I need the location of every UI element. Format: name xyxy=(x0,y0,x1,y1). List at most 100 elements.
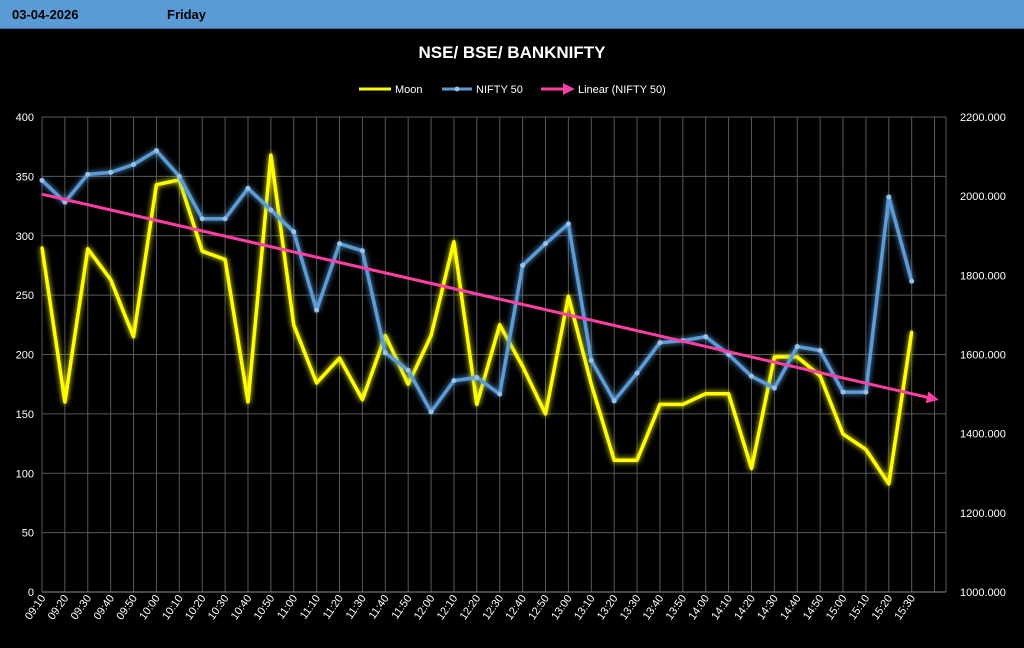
left-tick-label: 50 xyxy=(22,528,34,540)
moon-point xyxy=(315,381,319,385)
left-tick-label: 300 xyxy=(16,231,34,243)
nifty50-point xyxy=(520,262,526,268)
x-tick-label: 10:50 xyxy=(252,593,278,622)
x-tick-label: 10:20 xyxy=(183,593,209,622)
nifty50-point xyxy=(863,389,869,395)
moon-point xyxy=(704,392,708,396)
right-tick-label: 2000.000 xyxy=(960,191,1006,203)
moon-point xyxy=(864,448,868,451)
right-tick-label: 1000.000 xyxy=(960,587,1006,599)
x-axis: 09:1009:2009:3009:4009:5010:0010:1010:20… xyxy=(23,591,946,622)
chart-gridlines xyxy=(41,116,947,593)
x-tick-label: 14:50 xyxy=(801,593,827,622)
series-moon xyxy=(40,153,914,486)
x-tick-label: 12:10 xyxy=(435,593,461,622)
x-tick-label: 14:10 xyxy=(709,593,735,622)
nifty50-point xyxy=(108,169,114,175)
moon-point xyxy=(887,482,891,486)
x-tick-label: 14:40 xyxy=(778,593,804,622)
moon-point xyxy=(338,356,342,360)
nifty50-point xyxy=(588,357,594,363)
moon-point xyxy=(681,402,685,406)
x-tick-label: 13:10 xyxy=(572,593,598,622)
moon-point xyxy=(795,355,799,359)
nifty50-point xyxy=(382,350,388,356)
moon-point xyxy=(635,458,639,462)
moon-point xyxy=(63,400,67,404)
right-tick-label: 1600.000 xyxy=(960,350,1006,362)
left-tick-label: 150 xyxy=(16,409,34,421)
moon-point xyxy=(429,334,433,337)
right-y-axis: 1000.000 1200.000 1400.000 1600.000 1800.000… xyxy=(960,112,1006,599)
nifty50-point xyxy=(657,340,663,346)
nifty50-point xyxy=(337,241,343,247)
moon-point xyxy=(223,258,227,261)
x-tick-label: 09:10 xyxy=(23,593,49,622)
x-tick-label: 11:40 xyxy=(367,593,392,622)
nifty50-point xyxy=(451,378,457,384)
x-tick-label: 13:00 xyxy=(549,593,575,622)
x-tick-label: 11:50 xyxy=(389,593,414,622)
nifty50-point xyxy=(245,185,251,191)
moon-point xyxy=(658,402,662,406)
series-linear-nifty50 xyxy=(41,192,939,404)
x-tick-label: 10:30 xyxy=(206,593,232,622)
left-tick-label: 100 xyxy=(16,468,34,480)
date-label: 03-04-2026 xyxy=(12,7,79,22)
x-tick-label: 09:20 xyxy=(46,593,72,622)
legend-item-nifty50: NIFTY 50 xyxy=(442,84,523,96)
day-label: Friday xyxy=(167,7,207,22)
moon-point xyxy=(360,398,364,402)
moon-point xyxy=(406,382,410,386)
series-nifty50 xyxy=(39,148,915,415)
nifty50-point xyxy=(222,216,228,222)
x-tick-label: 11:20 xyxy=(321,593,346,622)
moon-point xyxy=(727,392,731,396)
x-tick-label: 09:50 xyxy=(114,593,140,622)
x-tick-label: 11:30 xyxy=(344,593,369,622)
moon-point xyxy=(521,364,525,368)
nifty50-point xyxy=(565,221,571,227)
right-tick-label: 2200.000 xyxy=(960,112,1006,124)
moon-point xyxy=(40,246,44,250)
nifty50-point xyxy=(817,348,823,354)
x-tick-label: 15:00 xyxy=(824,593,850,622)
line-chart: NSE/ BSE/ BANKNIFTY Moon NIFTY 50 Linear… xyxy=(16,43,1006,622)
legend-label-linear: Linear (NIFTY 50) xyxy=(578,84,666,96)
nifty50-point xyxy=(39,177,45,183)
nifty50-point xyxy=(794,344,800,350)
legend-item-moon: Moon xyxy=(359,84,423,96)
nifty50-point xyxy=(428,409,434,415)
date-header-bar: 03-04-2026 Friday xyxy=(0,0,1024,29)
moon-point xyxy=(749,467,753,470)
x-tick-label: 13:40 xyxy=(641,593,667,622)
moon-point xyxy=(910,330,914,334)
moon-point xyxy=(452,240,456,244)
nifty50-point xyxy=(634,370,640,376)
x-tick-label: 14:30 xyxy=(755,593,781,622)
chart-title: NSE/ BSE/ BANKNIFTY xyxy=(418,43,606,62)
left-tick-label: 350 xyxy=(16,171,34,183)
moon-point xyxy=(566,294,570,298)
nifty50-point xyxy=(886,194,892,200)
x-tick-label: 11:10 xyxy=(298,593,323,622)
nifty50-point xyxy=(748,373,754,379)
left-tick-label: 250 xyxy=(16,290,34,302)
nifty50-point xyxy=(153,148,159,154)
nifty50-point xyxy=(542,241,548,247)
x-tick-label: 14:00 xyxy=(687,593,713,622)
x-tick-label: 15:30 xyxy=(893,593,919,622)
x-tick-label: 15:10 xyxy=(847,593,873,622)
chart-legend: Moon NIFTY 50 Linear (NIFTY 50) xyxy=(359,83,666,96)
nifty50-point xyxy=(314,307,320,313)
legend-label-nifty50: NIFTY 50 xyxy=(476,84,523,96)
x-tick-label: 10:00 xyxy=(137,593,163,622)
right-tick-label: 1800.000 xyxy=(960,270,1006,282)
moon-point xyxy=(154,183,158,187)
moon-point xyxy=(383,334,387,337)
nifty50-point xyxy=(268,207,274,213)
x-tick-label: 14:20 xyxy=(732,593,758,622)
nifty50-point xyxy=(199,216,205,222)
nifty50-point xyxy=(497,391,503,397)
x-tick-label: 13:50 xyxy=(664,593,690,622)
